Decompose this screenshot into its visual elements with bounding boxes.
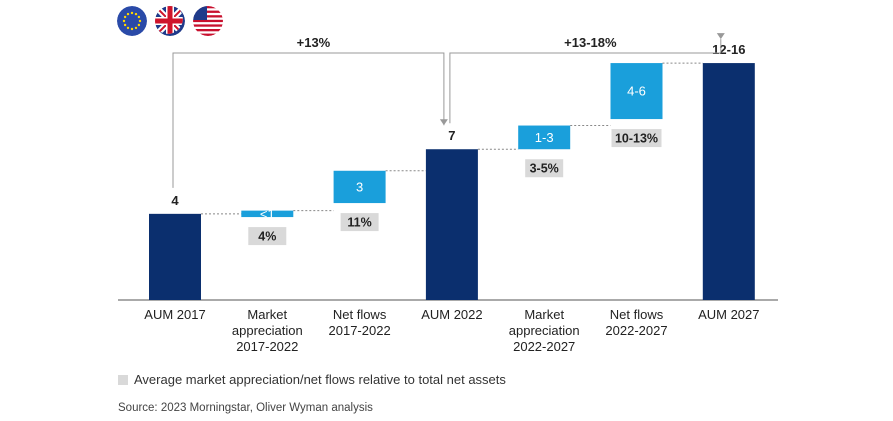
bar-1 — [241, 210, 294, 218]
category-label: 2017-2022 — [329, 323, 391, 338]
growth-label: +13% — [297, 35, 331, 50]
source-note: Source: 2023 Morningstar, Oliver Wyman a… — [118, 402, 373, 414]
us-flag-icon — [193, 6, 223, 36]
rate-box — [340, 213, 379, 232]
bar-value-label: 4-6 — [627, 84, 646, 99]
bar-6 — [702, 63, 755, 301]
growth-bracket — [449, 39, 722, 124]
bar-4 — [518, 125, 571, 150]
waterfall-chart: 4 <1 4% 3 11% 7 1-3 3-5% 4-6 10-13% 12-16 AUM 2017 M… — [118, 33, 778, 354]
category-label: AUM 2017 — [144, 307, 205, 322]
bar-value-label: <1 — [260, 206, 275, 221]
legend-label: Average market appreciation/net flows re… — [134, 372, 506, 387]
bar-5 — [610, 63, 663, 120]
rate-label: 3-5% — [530, 162, 559, 176]
bar-3 — [425, 149, 478, 300]
bar-0 — [149, 213, 201, 300]
category-label: Market — [524, 307, 564, 322]
bar-value-label: 12-16 — [712, 42, 745, 57]
rate-label: 4% — [258, 230, 276, 244]
category-label: appreciation — [509, 323, 580, 338]
category-label: Net flows — [610, 307, 664, 322]
growth-label: +13-18% — [564, 35, 617, 50]
category-label: 2017-2022 — [236, 339, 298, 354]
category-label: appreciation — [232, 323, 303, 338]
bar-2 — [333, 170, 386, 204]
category-label: AUM 2022 — [421, 307, 482, 322]
bar-value-label: 4 — [171, 193, 179, 208]
rate-box — [525, 159, 564, 178]
category-label: 2022-2027 — [513, 339, 575, 354]
bracket-arrowhead — [439, 119, 448, 126]
bar-value-label: 1-3 — [535, 130, 554, 145]
rate-box — [248, 227, 287, 246]
category-label: Net flows — [333, 307, 387, 322]
bracket-arrowhead — [716, 33, 725, 40]
growth-bracket — [172, 52, 445, 188]
rate-label: 11% — [347, 216, 371, 230]
bar-value-label: 3 — [356, 179, 363, 194]
legend-swatch — [118, 374, 128, 385]
flag-row — [117, 6, 223, 36]
category-label: AUM 2027 — [698, 307, 759, 322]
legend: Average market appreciation/net flows re… — [118, 372, 506, 387]
category-label: Market — [247, 307, 287, 322]
bar-value-label: 7 — [448, 128, 455, 143]
uk-flag-icon — [155, 6, 185, 36]
rate-label: 10-13% — [615, 132, 658, 146]
rate-box — [611, 129, 662, 148]
category-label: 2022-2027 — [605, 323, 667, 338]
eu-flag-icon — [117, 6, 147, 36]
